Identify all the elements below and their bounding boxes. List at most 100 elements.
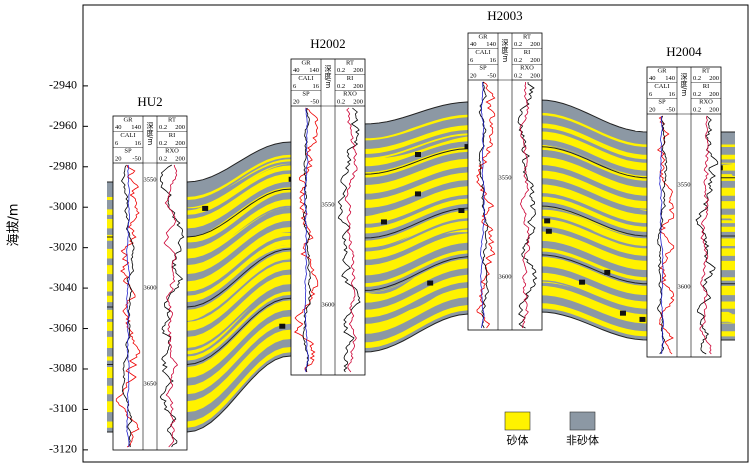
curve-name: CALI	[654, 83, 669, 90]
scale-hi: 200	[175, 156, 185, 163]
tick-label: -3000	[49, 199, 77, 213]
scale-hi: 16	[669, 91, 676, 98]
scale-hi: 200	[530, 57, 540, 64]
log-curve	[126, 164, 131, 448]
scale-hi: -50	[310, 99, 319, 106]
nodule	[464, 144, 471, 150]
scale-hi: 140	[131, 124, 141, 131]
scale-lo: 6	[649, 91, 653, 98]
depth-mark: 3550	[499, 174, 512, 181]
scale-hi: -50	[666, 107, 675, 114]
nodule	[619, 310, 626, 316]
scale-lo: 40	[115, 124, 122, 131]
lens	[508, 206, 632, 236]
curve-name: RI	[347, 75, 354, 82]
scale-hi: 16	[135, 140, 142, 147]
log-curve	[517, 81, 538, 329]
log-curve	[476, 81, 496, 329]
tick-label: -3120	[49, 442, 77, 456]
scale-lo: 20	[649, 107, 656, 114]
curve-name: RT	[346, 59, 354, 66]
curve-name: RT	[168, 116, 176, 123]
log-curve	[657, 115, 668, 355]
lens	[367, 277, 415, 294]
scale-lo: 0.2	[159, 156, 167, 163]
scale-lo: 0.2	[693, 91, 701, 98]
nodule	[427, 280, 434, 286]
log-curve	[159, 164, 185, 448]
scale-hi: 200	[353, 99, 363, 106]
well-track	[646, 66, 722, 358]
depth-header: 深度/m	[324, 64, 332, 88]
depth-mark: 3550	[678, 181, 691, 188]
well-track	[290, 58, 366, 376]
curve-name: RI	[524, 49, 531, 56]
scale-hi: 200	[709, 107, 719, 114]
scale-lo: 0.2	[337, 83, 345, 90]
scale-lo: 0.2	[693, 107, 701, 114]
nodule	[380, 219, 387, 225]
curve-name: RT	[702, 67, 710, 74]
scale-hi: 16	[313, 83, 320, 90]
scale-lo: 6	[470, 57, 474, 64]
tick-label: -2940	[49, 78, 77, 92]
nodule	[415, 152, 422, 158]
scale-lo: 20	[115, 156, 122, 163]
log-curve	[163, 164, 179, 448]
layer	[107, 218, 735, 331]
scale-lo: 6	[293, 83, 297, 90]
depth-mark: 3650	[144, 380, 157, 387]
curve-name: SP	[124, 148, 132, 155]
curve-name: RXO	[165, 148, 179, 155]
curve-name: SP	[658, 99, 666, 106]
scale-hi: 200	[175, 140, 185, 147]
depth-mark: 3550	[322, 201, 335, 208]
tick-label: -2980	[49, 159, 77, 173]
depth-mark: 3550	[144, 176, 157, 183]
log-curve	[303, 107, 309, 373]
layer	[107, 256, 735, 378]
nodule	[579, 279, 586, 285]
scale-hi: 200	[353, 83, 363, 90]
nodule	[202, 205, 209, 211]
curve-name: RT	[523, 33, 531, 40]
scale-lo: 20	[293, 99, 300, 106]
scale-lo: 0.2	[514, 73, 522, 80]
tick-label: -3020	[49, 239, 77, 253]
layer	[107, 131, 735, 229]
tick-label: -3060	[49, 320, 77, 334]
scale-lo: 0.2	[159, 140, 167, 147]
tick-label: -2960	[49, 118, 77, 132]
scale-hi: -50	[487, 73, 496, 80]
scale-lo: 0.2	[337, 99, 345, 106]
lens	[517, 149, 582, 160]
scale-lo: 40	[293, 67, 300, 74]
log-curve	[302, 107, 312, 373]
scale-hi: 200	[709, 75, 719, 82]
horizon	[107, 254, 735, 365]
curve-name: GR	[478, 33, 488, 40]
scale-lo: 40	[470, 41, 477, 48]
legend-swatch	[504, 411, 531, 431]
lens	[403, 291, 444, 312]
nodule	[639, 316, 646, 322]
tick-label: -3100	[49, 401, 77, 415]
legend-label: 非砂体	[566, 433, 599, 447]
curve-name: CALI	[298, 75, 313, 82]
curve-name: SP	[479, 65, 487, 72]
nodule	[458, 208, 465, 214]
depth-mark: 3600	[678, 283, 691, 290]
nodule	[604, 269, 611, 275]
scale-lo: 6	[115, 140, 119, 147]
scale-lo: 20	[470, 73, 477, 80]
well-track	[112, 115, 188, 451]
lens	[545, 145, 624, 173]
log-curve	[121, 164, 135, 448]
depth-mark: 3600	[322, 301, 335, 308]
layer	[107, 208, 735, 319]
scale-hi: 200	[530, 73, 540, 80]
curve-name: RI	[169, 132, 176, 139]
layer	[107, 285, 735, 413]
legend-swatch	[569, 411, 596, 431]
